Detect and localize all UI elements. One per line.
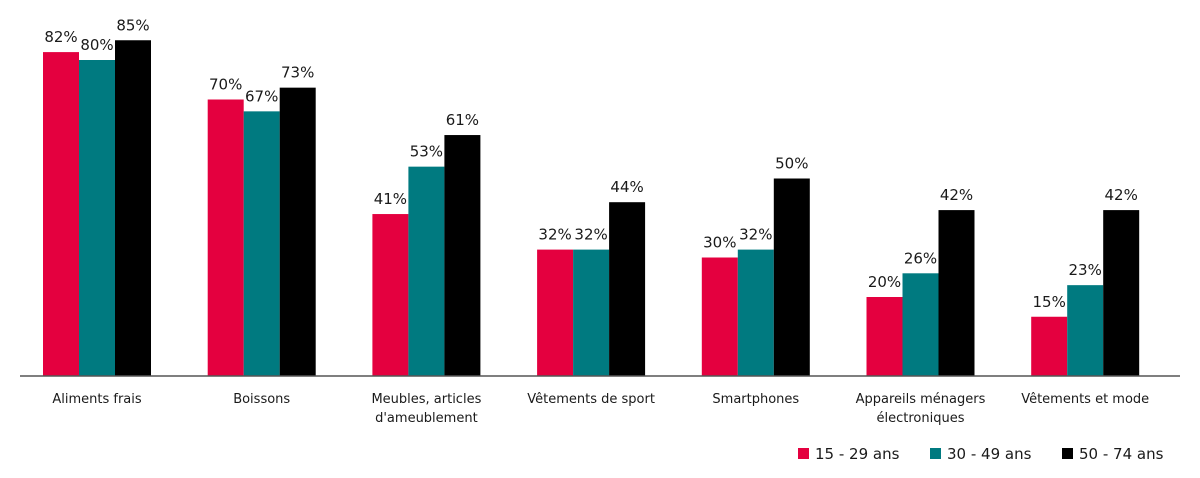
category-label: Vêtements et mode [1021, 392, 1149, 407]
bar [537, 249, 574, 376]
bar [243, 111, 280, 376]
bar [1031, 316, 1068, 376]
bar [79, 60, 115, 376]
bar [1067, 285, 1104, 376]
category-label: d'ameublement [375, 411, 478, 426]
data-label: 67% [245, 87, 278, 105]
category-label: Aliments frais [52, 392, 142, 407]
data-label: 20% [868, 273, 901, 291]
data-label: 32% [538, 226, 571, 244]
bar [866, 297, 903, 376]
data-label: 15% [1033, 293, 1066, 311]
bar [43, 52, 79, 376]
bar [207, 99, 244, 376]
legend-label: 30 - 49 ans [947, 445, 1032, 463]
data-label: 32% [739, 226, 772, 244]
data-label: 80% [80, 36, 113, 54]
bar [573, 249, 610, 376]
data-label: 26% [904, 249, 937, 267]
bar [938, 210, 975, 376]
data-label: 61% [446, 111, 479, 129]
data-label: 41% [374, 190, 407, 208]
legend-swatch [798, 448, 809, 459]
category-label: Appareils ménagers [856, 392, 986, 407]
legend-swatch [1062, 448, 1073, 459]
data-label: 70% [209, 76, 242, 94]
data-label: 30% [703, 234, 736, 252]
bar [737, 249, 774, 376]
bar [279, 87, 316, 377]
data-label: 73% [281, 64, 314, 82]
bar [902, 273, 939, 376]
bar [701, 257, 738, 376]
data-label: 44% [610, 178, 643, 196]
category-label: électroniques [877, 411, 965, 426]
legend-swatch [930, 448, 941, 459]
bar [1103, 210, 1140, 376]
bar [408, 166, 445, 376]
bar [115, 40, 151, 376]
data-label: 23% [1069, 261, 1102, 279]
legend-label: 15 - 29 ans [815, 445, 900, 463]
bar [773, 178, 810, 376]
legend-label: 50 - 74 ans [1079, 445, 1164, 463]
category-label: Vêtements de sport [527, 392, 655, 407]
data-label: 85% [116, 16, 149, 34]
bar [372, 214, 409, 376]
category-label: Smartphones [712, 392, 799, 407]
bar [609, 202, 646, 376]
bar [444, 135, 481, 376]
data-label: 82% [44, 28, 77, 46]
data-label: 42% [1105, 186, 1138, 204]
data-label: 32% [574, 226, 607, 244]
data-label: 42% [940, 186, 973, 204]
category-label: Boissons [233, 392, 290, 407]
category-label: Meubles, articles [371, 392, 481, 407]
data-label: 50% [775, 155, 808, 173]
data-label: 53% [410, 143, 443, 161]
